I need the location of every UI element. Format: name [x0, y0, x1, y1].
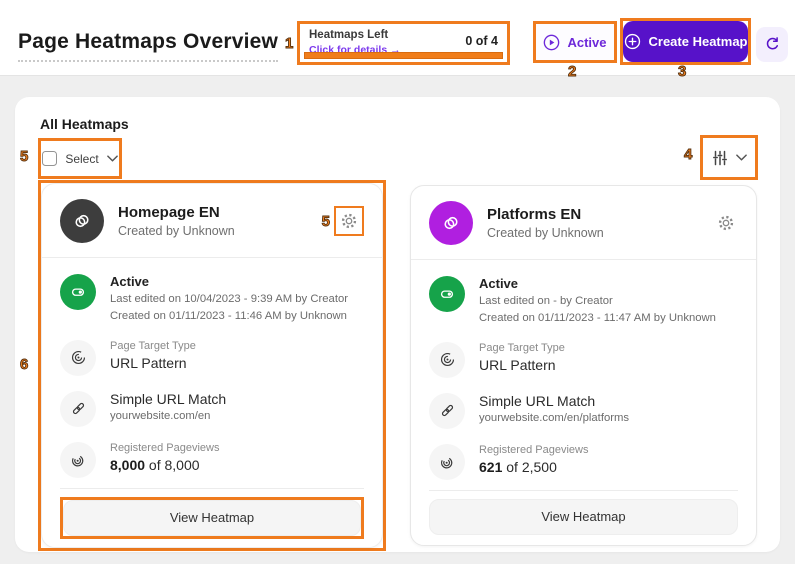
target-type-label: Page Target Type	[110, 339, 196, 352]
url-match-value: yourwebsite.com/en/platforms	[479, 411, 630, 424]
active-button-label: Active	[567, 34, 607, 50]
play-circle-icon	[543, 34, 560, 51]
annotation-2: 2	[568, 63, 577, 81]
url-match-label: Simple URL Match	[110, 390, 227, 407]
heatmap-card-platforms: Platforms EN Created by Unknown	[410, 185, 757, 546]
select-dropdown[interactable]: Select	[41, 141, 119, 176]
chevron-down-icon	[106, 155, 118, 162]
select-label: Select	[65, 151, 99, 166]
refresh-icon	[764, 36, 781, 53]
annotation-3: 3	[678, 63, 687, 81]
view-heatmap-button[interactable]: View Heatmap	[63, 499, 361, 536]
annotation-6: 6	[20, 356, 29, 374]
url-match-label: Simple URL Match	[479, 392, 596, 409]
gear-annotation-box	[334, 206, 364, 236]
target-icon	[429, 341, 465, 378]
active-filter-wrapper: Active	[533, 21, 617, 63]
app-header: Page Heatmaps Overview 1 Heatmaps Left C…	[0, 0, 795, 80]
target-icon	[60, 339, 96, 376]
pageviews-label: Registered Pageviews	[479, 443, 589, 456]
select-all-checkbox[interactable]	[42, 151, 58, 166]
status-active-icon	[429, 276, 465, 312]
active-status-button[interactable]: Active	[536, 24, 614, 60]
pageviews-icon	[60, 441, 96, 478]
create-heatmap-wrapper: Create Heatmap	[620, 18, 751, 65]
annotation-5-select: 5	[20, 148, 29, 166]
pageviews-count: 621	[479, 458, 503, 475]
heatmap-card-homepage-wrapper: Homepage EN Created by Unknown 5	[38, 180, 386, 551]
panel-title: All Heatmaps	[40, 116, 129, 132]
url-match-value: yourwebsite.com/en	[110, 409, 211, 422]
page-title: Page Heatmaps Overview	[18, 30, 279, 62]
heatmap-card-platforms-wrapper: Platforms EN Created by Unknown	[410, 185, 757, 546]
card-subtitle: Created by Unknown	[487, 226, 604, 240]
target-type-value: URL Pattern	[479, 356, 556, 373]
created-on-text: Created on 01/11/2023 - 11:46 AM by Unkn…	[110, 309, 347, 322]
gear-icon[interactable]	[714, 211, 738, 235]
card-title: Platforms EN	[487, 206, 582, 223]
view-heatmap-button[interactable]: View Heatmap	[429, 498, 738, 535]
created-on-text: Created on 01/11/2023 - 11:47 AM by Unkn…	[479, 311, 716, 324]
plus-circle-icon	[624, 33, 641, 50]
heatmap-avatar	[429, 201, 473, 245]
chevron-down-icon	[735, 154, 747, 161]
pageviews-label: Registered Pageviews	[110, 441, 220, 454]
target-type-value: URL Pattern	[110, 354, 187, 371]
heatmaps-left-count: 0 of 4	[465, 34, 498, 48]
filter-dropdown-wrapper	[700, 135, 758, 180]
last-edited-text: Last edited on 10/04/2023 - 9:39 AM by C…	[110, 293, 349, 305]
status-active-icon	[60, 274, 96, 310]
annotation-1: 1	[285, 35, 294, 53]
annotation-5-gear: 5	[321, 212, 330, 230]
link-icon	[429, 392, 465, 429]
filter-dropdown[interactable]	[703, 138, 755, 177]
pageviews-icon	[429, 443, 465, 480]
status-label: Active	[479, 276, 519, 291]
pageviews-total: of 2,500	[502, 458, 557, 475]
select-dropdown-wrapper: Select	[38, 138, 122, 179]
pageviews-total: of 8,000	[145, 456, 200, 473]
target-type-label: Page Target Type	[479, 341, 565, 354]
card-title: Homepage EN	[118, 204, 220, 221]
heatmaps-left-label: Heatmaps Left	[309, 29, 389, 41]
heatmaps-usage-progress-bar	[304, 52, 503, 59]
heatmaps-left-widget[interactable]: Heatmaps Left Click for details → 0 of 4	[297, 21, 510, 65]
annotation-4: 4	[684, 146, 693, 164]
link-icon	[60, 390, 96, 427]
create-heatmap-button[interactable]: Create Heatmap	[623, 21, 748, 62]
card-subtitle: Created by Unknown	[118, 224, 235, 238]
heatmap-avatar	[60, 199, 104, 243]
pageviews-count: 8,000	[110, 456, 146, 473]
heatmap-card-homepage: Homepage EN Created by Unknown 5	[41, 183, 383, 548]
gear-icon[interactable]	[337, 209, 361, 233]
sliders-filter-icon	[712, 150, 728, 166]
create-button-label: Create Heatmap	[648, 34, 748, 49]
view-heatmap-annotation-box: View Heatmap	[60, 496, 364, 539]
last-edited-text: Last edited on - by Creator	[479, 295, 613, 307]
status-label: Active	[110, 274, 150, 289]
refresh-button[interactable]	[756, 27, 788, 62]
